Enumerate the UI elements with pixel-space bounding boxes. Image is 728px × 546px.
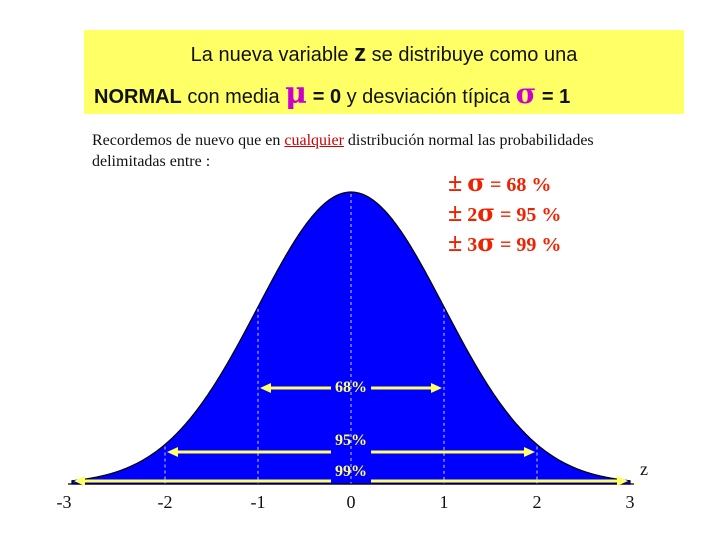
cualquier-link[interactable]: cualquier (284, 132, 344, 149)
arrowhead-right-icon (431, 383, 442, 393)
intro-text-2: distribución normal las probabilidades d… (92, 132, 594, 170)
x-tick-label: -3 (57, 492, 72, 512)
equals-sign: = (489, 174, 502, 196)
rule-3sigma: ± 3σ = 99 % (448, 228, 561, 258)
interval-label: 68% (335, 379, 367, 396)
intro-paragraph: Recordemos de nuevo que en cualquier dis… (92, 130, 632, 172)
variable-z: z (354, 40, 367, 67)
x-tick-label: -1 (251, 492, 266, 512)
sd-value: = 1 (541, 86, 571, 108)
sigma-icon: σ (477, 198, 495, 227)
x-tick-label: 0 (347, 492, 356, 512)
plus-minus-icon: ± (448, 228, 463, 257)
rule-percent: 99 % (516, 234, 562, 256)
arrowhead-right-icon (617, 476, 628, 486)
sigma-rules: ± σ = 68 % ± 2σ = 95 % ± 3σ = 99 % (448, 168, 561, 258)
arrowhead-right-icon (524, 447, 535, 457)
equals-sign: = (499, 204, 512, 226)
banner-text-pre: La nueva variable (190, 44, 349, 66)
rule-2sigma: ± 2σ = 95 % (448, 198, 561, 228)
banner-text-post: se distribuye como una (371, 44, 578, 66)
mu-symbol: μ (285, 76, 308, 111)
mean-value: = 0 (312, 86, 342, 108)
x-tick-label: 2 (533, 492, 542, 512)
plus-minus-icon: ± (448, 198, 463, 227)
title-banner: La nueva variable z se distribuye como u… (84, 30, 684, 114)
banner-line-1: La nueva variable z se distribuye como u… (84, 40, 684, 68)
equals-sign: = (499, 234, 512, 256)
arrowhead-left-icon (260, 383, 271, 393)
sigma-symbol: σ (515, 77, 537, 110)
banner-line-2: NORMAL con media μ = 0 y desviación típi… (94, 76, 674, 111)
rule-multiplier: 2 (467, 204, 478, 226)
arrowhead-left-icon (74, 476, 85, 486)
intro-text-3: : (201, 153, 211, 170)
rule-percent: 68 % (506, 174, 552, 196)
rule-multiplier: 3 (467, 234, 478, 256)
x-axis-label: z (640, 459, 648, 479)
sigma-icon: σ (477, 228, 495, 257)
arrowhead-left-icon (167, 447, 178, 457)
con-media-text: con media (187, 86, 280, 108)
interval-label: 95% (335, 432, 367, 449)
rule-1sigma: ± σ = 68 % (448, 168, 561, 198)
plus-minus-icon: ± (448, 168, 463, 197)
sigma-icon: σ (467, 168, 485, 197)
x-tick-label: -2 (158, 492, 173, 512)
x-tick-label: 1 (440, 492, 449, 512)
intro-text-1: Recordemos de nuevo que en (92, 132, 285, 149)
normal-word: NORMAL (94, 86, 182, 108)
interval-label: 99% (335, 463, 367, 480)
x-tick-label: 3 (626, 492, 635, 512)
desviacion-text: y desviación típica (346, 86, 511, 108)
rule-percent: 95 % (516, 204, 562, 226)
